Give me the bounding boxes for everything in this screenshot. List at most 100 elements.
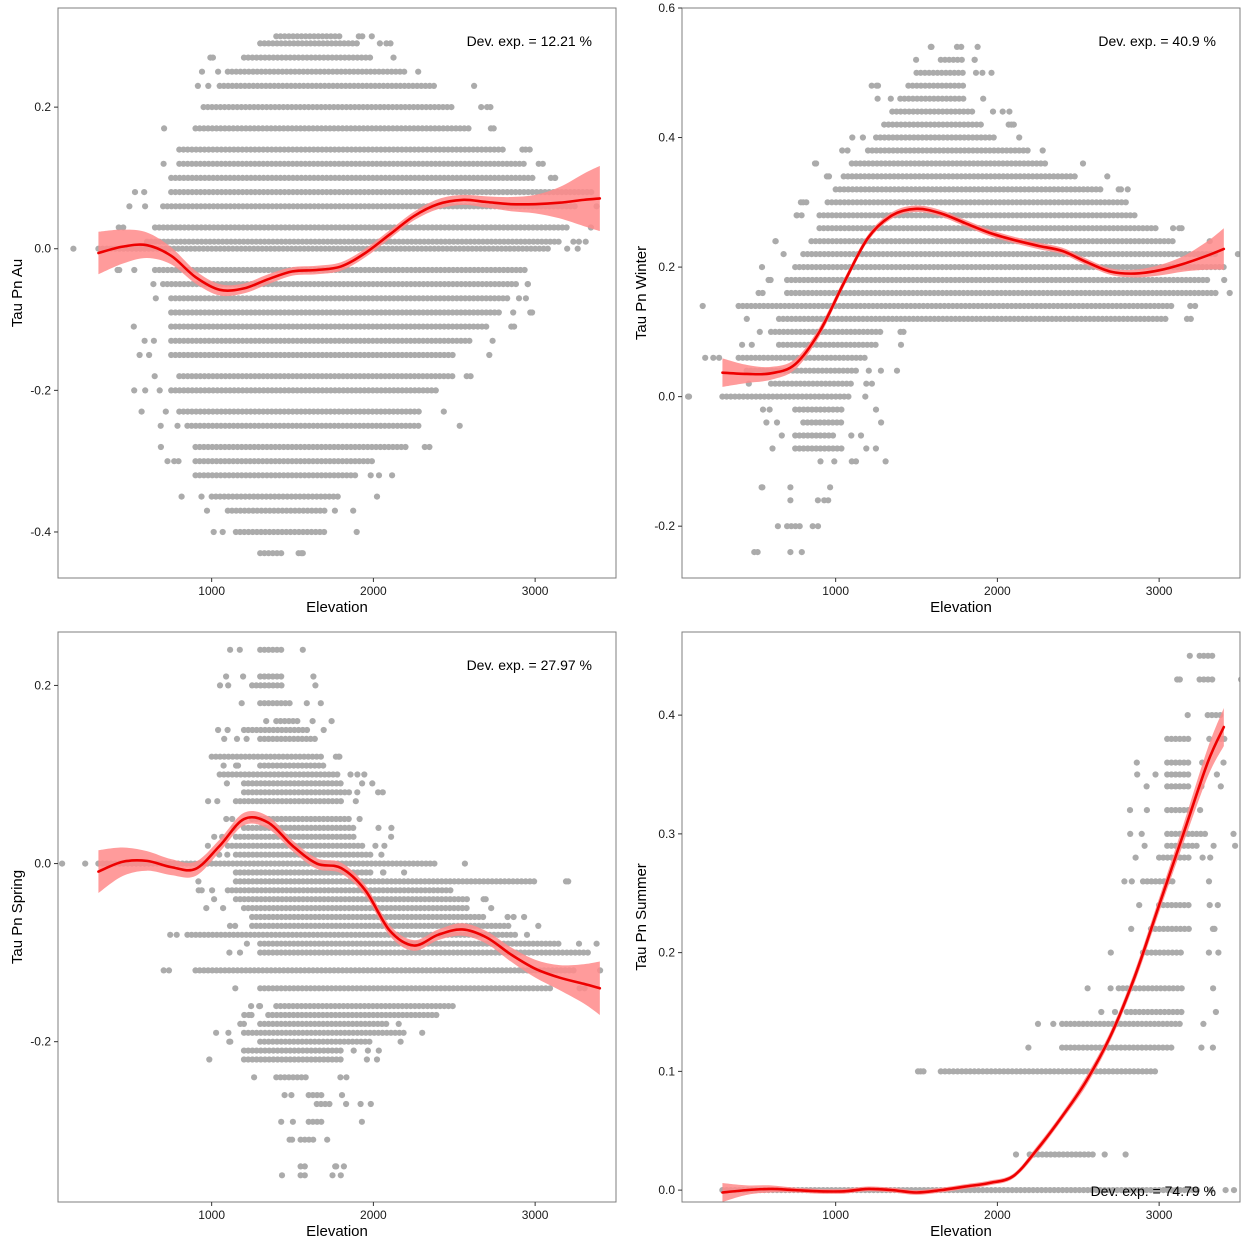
data-point: [366, 54, 374, 61]
data-point: [488, 905, 495, 912]
data-point: [1169, 238, 1176, 245]
data-point: [115, 224, 122, 231]
data-point: [873, 82, 880, 89]
data-point: [847, 380, 854, 387]
data-point: [1071, 173, 1078, 180]
data-point: [337, 1047, 344, 1054]
data-point: [478, 104, 485, 111]
data-point: [877, 367, 884, 374]
data-point: [353, 528, 360, 536]
x-tick-label: 3000: [522, 584, 549, 598]
data-point: [1204, 276, 1211, 284]
data-point: [449, 1003, 456, 1010]
data-point: [219, 528, 226, 536]
data-point: [515, 295, 523, 302]
data-point: [397, 1038, 404, 1045]
data-point: [1124, 186, 1131, 193]
data-point: [432, 387, 439, 394]
data-point: [510, 913, 517, 921]
data-point: [447, 887, 454, 894]
data-point: [1016, 134, 1023, 141]
data-point: [863, 445, 870, 452]
data-point: [574, 245, 581, 252]
data-point: [318, 1092, 325, 1099]
data-point: [849, 134, 856, 141]
data-point: [203, 507, 211, 514]
data-point: [461, 860, 468, 867]
data-point: [857, 432, 865, 439]
data-point: [151, 373, 158, 380]
data-point: [367, 1100, 374, 1108]
data-point: [1131, 212, 1138, 219]
data-point: [874, 95, 881, 102]
chart-panel-spring: 1000 2000 3000 -0.2 0.0 0.2 Elevation Tau Pn Sp…: [0, 624, 624, 1248]
data-point: [483, 323, 490, 330]
data-point: [232, 985, 239, 992]
data-point: [1241, 264, 1247, 270]
data-point: [787, 549, 794, 556]
data-point: [521, 266, 528, 274]
data-point: [893, 367, 901, 374]
data-point: [977, 121, 984, 128]
data-point: [318, 1118, 325, 1125]
y-tick-label: 0.0: [658, 390, 675, 404]
data-point: [758, 264, 766, 271]
data-point: [1152, 225, 1159, 232]
data-point: [809, 523, 816, 530]
data-point: [959, 69, 966, 76]
data-point: [130, 323, 137, 330]
deviance-explained-annotation: Dev. exp. = 40.9 %: [1098, 33, 1216, 49]
deviance-explained-annotation: Dev. exp. = 12.21 %: [467, 33, 592, 49]
data-point: [825, 497, 832, 504]
data-point: [838, 406, 845, 413]
y-tick-label: 0.4: [658, 131, 675, 145]
data-point: [575, 238, 583, 245]
data-point: [366, 1038, 373, 1045]
data-point: [376, 40, 383, 47]
data-point: [236, 949, 244, 956]
data-point: [716, 354, 723, 361]
chart-panel-autumn: 1000 2000 3000 -0.4 -0.2 0.0 0.2 Elevation Tau P…: [0, 0, 624, 624]
data-point: [321, 507, 328, 514]
data-point: [226, 1038, 233, 1045]
data-point: [510, 309, 517, 316]
data-point: [289, 1136, 296, 1143]
data-point: [195, 878, 202, 885]
data-point: [798, 212, 805, 219]
data-point: [164, 458, 171, 465]
data-point: [400, 1029, 407, 1036]
data-point: [1234, 251, 1240, 258]
data-point: [131, 266, 138, 274]
data-point: [82, 860, 89, 867]
data-point: [1226, 289, 1233, 297]
data-point: [845, 393, 852, 400]
data-point: [401, 869, 408, 876]
data-point: [489, 337, 496, 344]
data-point: [337, 1056, 344, 1063]
data-point: [990, 134, 997, 141]
data-point: [337, 1172, 344, 1179]
data-point: [156, 387, 163, 394]
data-point: [1122, 199, 1129, 206]
data-point: [237, 1020, 244, 1027]
data-point: [754, 549, 761, 556]
data-point: [1162, 315, 1169, 322]
data-point: [220, 905, 227, 912]
data-point: [466, 337, 473, 344]
data-point: [521, 913, 528, 921]
data-point: [431, 860, 438, 867]
data-point: [774, 523, 781, 530]
data-point: [739, 341, 746, 348]
data-point: [141, 337, 148, 344]
data-point: [1192, 302, 1199, 310]
data-point: [519, 146, 526, 153]
data-point: [814, 497, 821, 504]
data-point: [565, 878, 572, 885]
data-point: [971, 56, 978, 63]
data-point: [343, 1074, 350, 1081]
data-point: [787, 497, 794, 504]
data-point: [575, 940, 583, 947]
data-point: [766, 406, 773, 413]
data-point: [1097, 186, 1104, 193]
data-point: [988, 69, 995, 76]
